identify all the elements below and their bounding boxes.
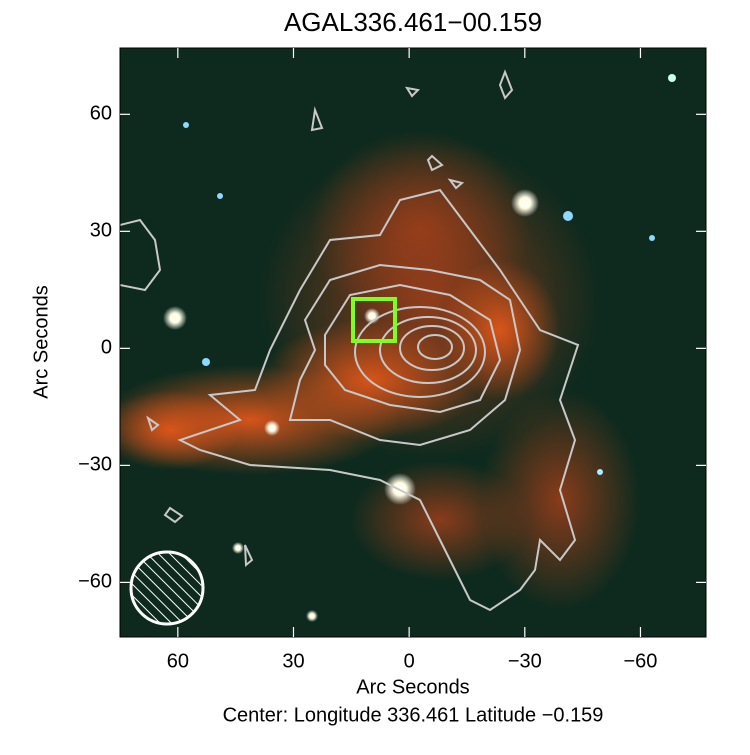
y-tick-label: −60 (78, 571, 112, 593)
caption: Center: Longitude 336.461 Latitude −0.15… (223, 704, 604, 726)
x-tick-label: −30 (508, 650, 542, 672)
x-tick-label: −60 (623, 650, 657, 672)
y-tick-label: 0 (101, 337, 112, 359)
chart-title: AGAL336.461−00.159 (284, 7, 542, 37)
y-tick-label: 30 (90, 220, 112, 242)
y-tick-label: 60 (90, 103, 112, 125)
x-tick-label: 0 (404, 650, 415, 672)
image (120, 48, 706, 637)
x-tick-label: 30 (282, 650, 304, 672)
y-tick-label: −30 (78, 454, 112, 476)
x-tick-label: 60 (167, 650, 189, 672)
x-axis-label: Arc Seconds (356, 676, 469, 698)
y-axis-label: Arc Seconds (30, 285, 52, 398)
